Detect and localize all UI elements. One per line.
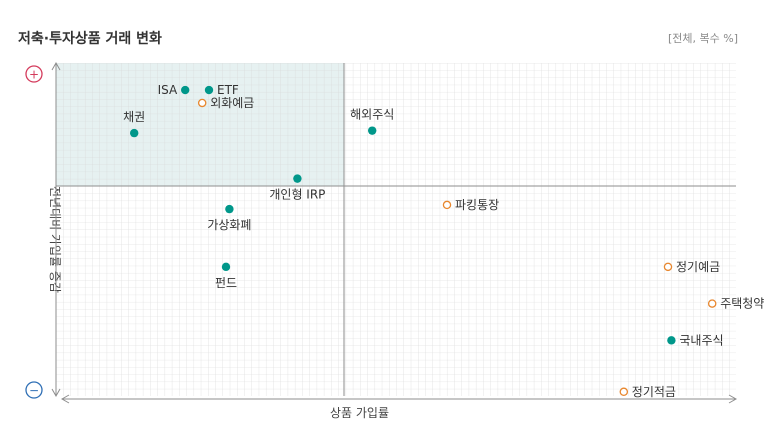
data-point (619, 387, 629, 397)
data-point-label: 해외주식 (350, 108, 394, 122)
data-point (368, 126, 377, 135)
x-axis-arrow-left (60, 394, 70, 404)
data-point (225, 204, 234, 214)
y-axis-arrow-up (51, 61, 61, 71)
data-point (707, 299, 717, 308)
data-point-label: ETF (217, 83, 239, 97)
data-point-label: 펀드 (215, 276, 237, 290)
data-point-label: 정기적금 (632, 385, 676, 399)
data-point (181, 85, 190, 95)
plus-sign-icon: + (25, 65, 43, 83)
minus-sign-icon: − (25, 381, 43, 399)
data-point (663, 262, 673, 272)
data-point (667, 336, 676, 345)
minus-sign-text: − (29, 384, 39, 398)
plus-sign-text: + (29, 68, 39, 82)
data-point (197, 98, 207, 108)
data-point (130, 128, 139, 138)
data-point-label: 주택청약 (720, 296, 764, 311)
data-point-label: 정기예금 (676, 260, 720, 274)
data-point-label: 외화예금 (210, 96, 254, 110)
data-point (221, 262, 231, 272)
plot-grid (56, 63, 736, 396)
data-point (293, 174, 302, 183)
data-point-label: 국내주식 (679, 333, 723, 347)
y-axis-arrow-down (51, 388, 61, 398)
data-point (204, 85, 214, 95)
data-point-label: ISA (158, 83, 178, 97)
data-point-label: 채권 (123, 110, 145, 124)
data-point-label: 가상화폐 (207, 218, 251, 232)
chart-unit-note: [전체, 복수 %] (667, 32, 738, 45)
data-point-label: 파킹통장 (455, 198, 499, 212)
x-axis-label: 상품 가입률 (330, 406, 390, 420)
data-point (442, 200, 452, 210)
data-point-label: 개인형 IRP (269, 188, 325, 202)
chart-title: 저축·투자상품 거래 변화 (18, 31, 162, 47)
x-axis-arrow-right (728, 394, 738, 404)
